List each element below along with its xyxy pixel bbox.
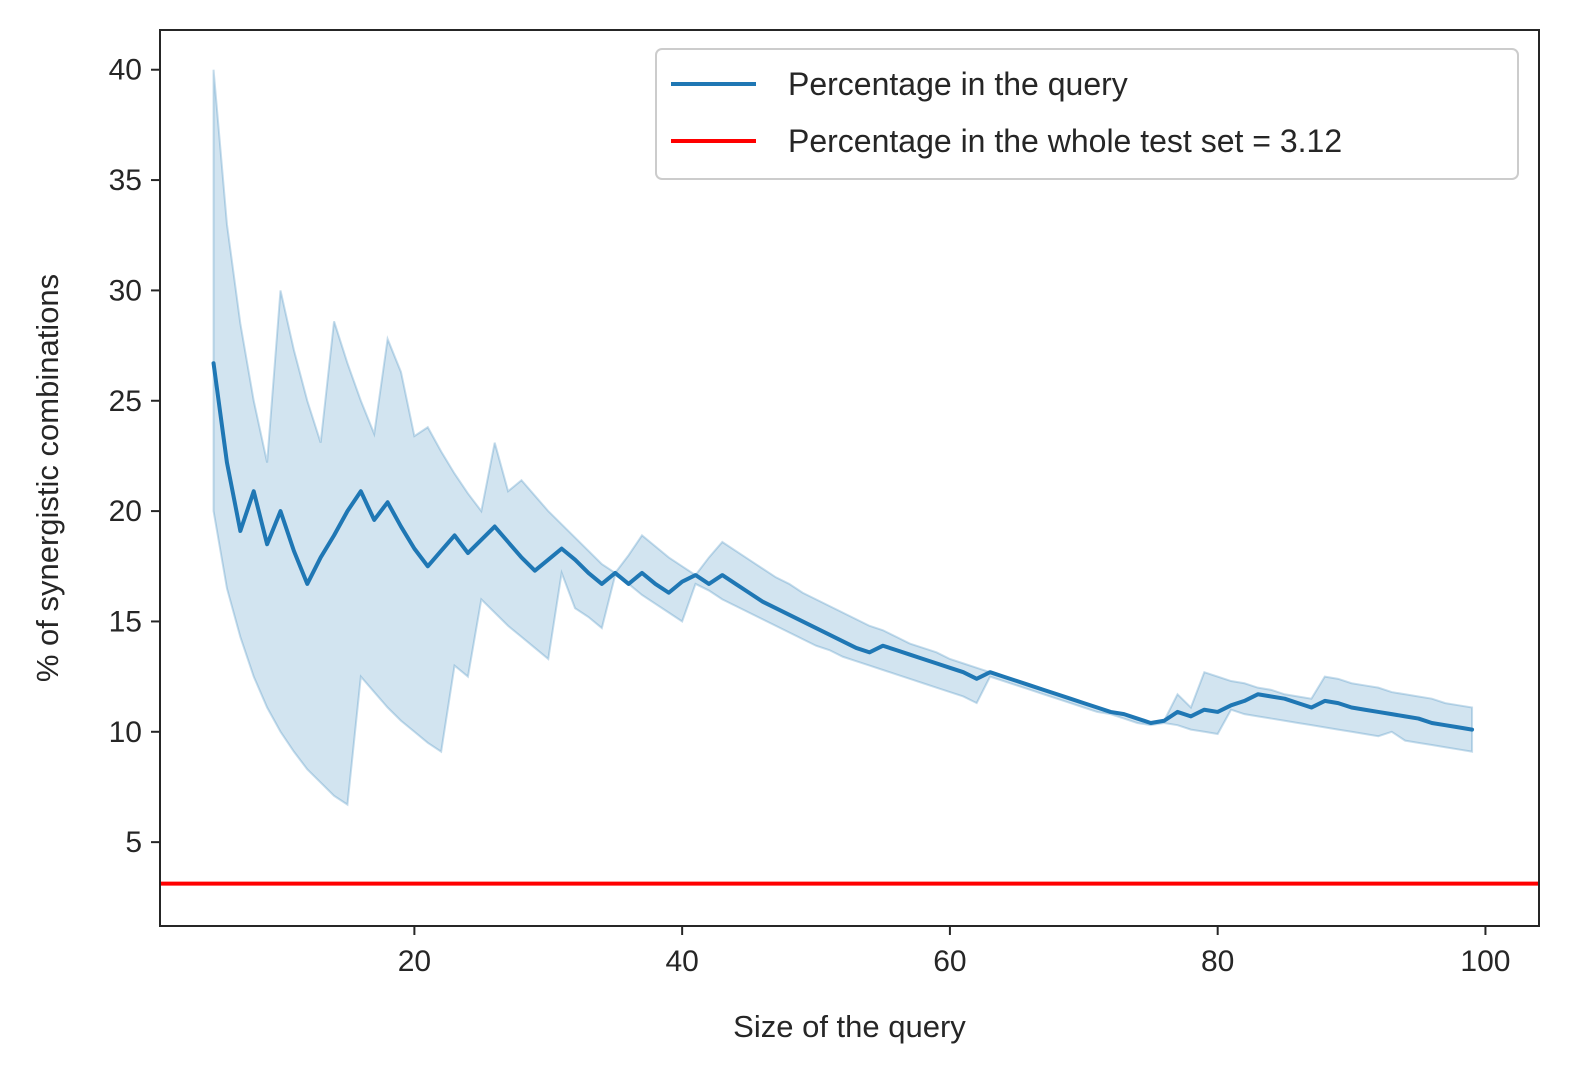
plot-frame — [159, 29, 1540, 927]
legend: Percentage in the query Percentage in th… — [655, 48, 1519, 180]
y-tick-label: 25 — [109, 385, 142, 418]
legend-label-query: Percentage in the query — [788, 66, 1128, 102]
y-tick-label: 15 — [109, 605, 142, 638]
x-tick-label: 40 — [665, 945, 698, 978]
series-line-query — [211, 361, 1475, 732]
x-axis: 20 40 60 80 100 — [398, 926, 1510, 978]
x-axis-label: Size of the query — [733, 1009, 966, 1044]
y-tick-label: 30 — [109, 274, 142, 307]
legend-box — [655, 48, 1519, 180]
y-axis-label: % of synergistic combinations — [30, 274, 65, 682]
y-tick-label: 20 — [109, 495, 142, 528]
series-line-layer — [160, 361, 1539, 886]
legend-label-test-set: Percentage in the whole test set = 3.12 — [788, 123, 1342, 159]
y-tick-label: 35 — [109, 164, 142, 197]
y-tick-label: 40 — [109, 54, 142, 87]
y-tick-label: 10 — [109, 716, 142, 749]
x-tick-label: 20 — [398, 945, 431, 978]
x-tick-label: 80 — [1201, 945, 1234, 978]
y-axis: 5 10 15 20 25 30 35 40 — [109, 54, 160, 859]
x-tick-label: 100 — [1460, 945, 1510, 978]
y-tick-label: 5 — [125, 826, 142, 859]
x-tick-label: 60 — [933, 945, 966, 978]
